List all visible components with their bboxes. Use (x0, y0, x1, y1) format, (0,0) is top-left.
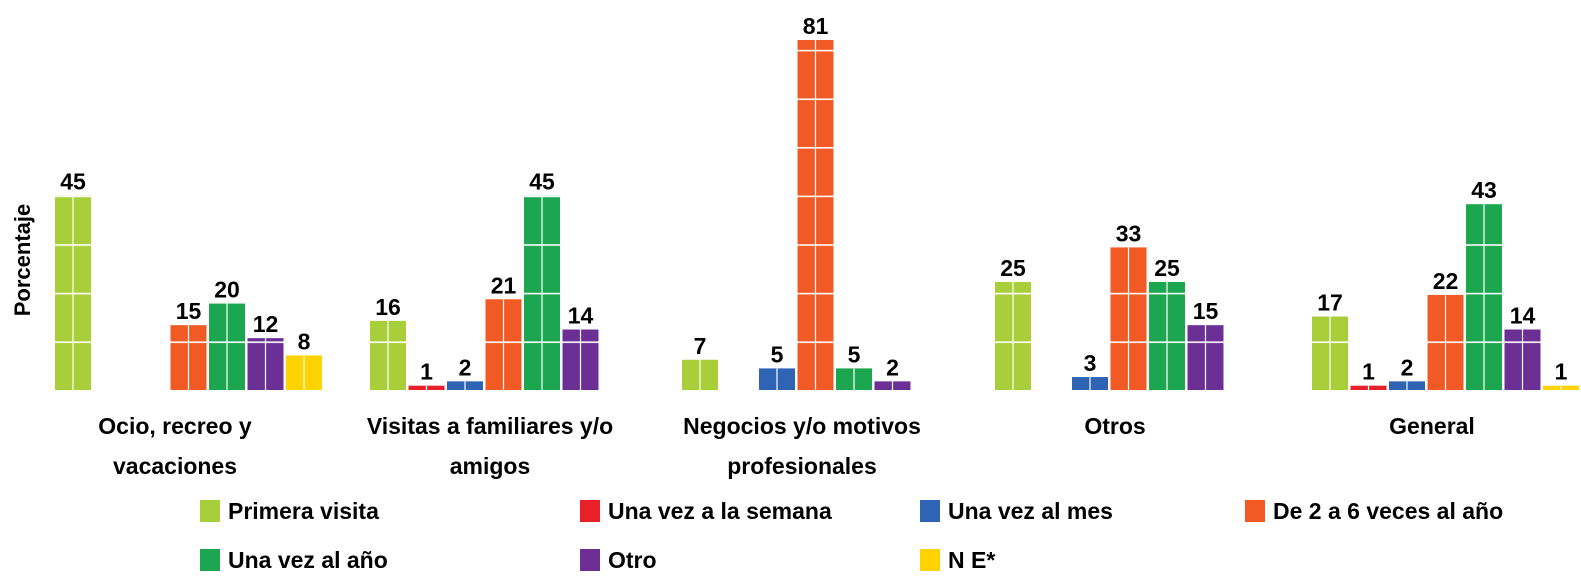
value-label: 8 (298, 328, 311, 354)
value-label: 45 (60, 169, 86, 195)
value-label: 22 (1433, 268, 1459, 294)
value-label: 21 (491, 272, 517, 298)
x-tick-label: Negocios y/o motivos profesionales (683, 413, 921, 479)
value-label: 3 (1084, 350, 1097, 376)
value-label: 81 (803, 13, 829, 39)
legend-label: Una vez al año (228, 547, 388, 573)
value-label: 1 (1555, 359, 1568, 385)
value-label: 20 (214, 277, 240, 303)
y-axis-label: Porcentaje (10, 204, 35, 317)
value-label: 2 (1401, 354, 1414, 380)
legend-label: Una vez al mes (948, 498, 1113, 524)
value-label: 5 (848, 341, 861, 367)
legend-swatch (580, 549, 600, 571)
value-label: 2 (886, 354, 899, 380)
value-label: 7 (694, 333, 707, 359)
value-label: 45 (529, 169, 555, 195)
legend-label: Una vez a la semana (608, 498, 832, 524)
legend-label: Primera visita (228, 498, 379, 524)
value-label: 25 (1154, 255, 1180, 281)
legend-swatch (200, 549, 220, 571)
value-label: 2 (459, 354, 472, 380)
value-label: 15 (1193, 298, 1219, 324)
legend-label: Otro (608, 547, 657, 573)
legend-swatch (200, 500, 220, 522)
value-label: 14 (1510, 303, 1536, 329)
value-label: 14 (568, 303, 594, 329)
value-label: 43 (1471, 177, 1497, 203)
value-label: 17 (1317, 290, 1343, 316)
value-label: 15 (176, 298, 202, 324)
legend-swatch (1245, 500, 1265, 522)
x-tick-label: Ocio, recreo y vacaciones (98, 413, 252, 479)
legend-label: N E* (948, 547, 995, 573)
x-tick-label: Otros (1084, 413, 1146, 439)
legend-swatch (920, 500, 940, 522)
value-label: 5 (771, 341, 784, 367)
value-label: 1 (1362, 359, 1375, 385)
value-label: 16 (375, 294, 401, 320)
value-label: 33 (1116, 220, 1142, 246)
x-tick-label: General (1389, 413, 1475, 439)
legend-label: De 2 a 6 veces al año (1273, 498, 1503, 524)
legend-swatch (920, 549, 940, 571)
legend-swatch (580, 500, 600, 522)
value-label: 12 (253, 311, 279, 337)
value-label: 1 (420, 359, 433, 385)
value-label: 25 (1000, 255, 1026, 281)
x-tick-label: Visitas a familiares y/o amigos (366, 413, 614, 479)
